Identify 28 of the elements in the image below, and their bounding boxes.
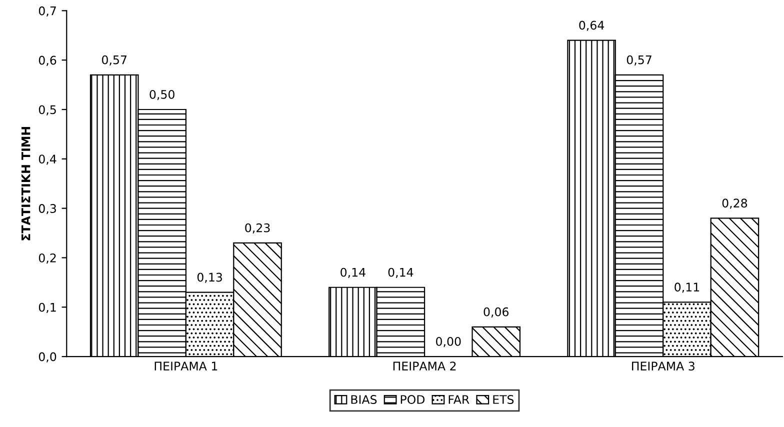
data-label: 0,50: [150, 90, 174, 100]
data-label: 0,57: [626, 55, 652, 66]
data-label: 0,57: [102, 55, 126, 66]
data-label: 0,64: [579, 20, 604, 31]
y-tick-label: 0,7: [38, 6, 56, 17]
legend-label: ETS: [493, 395, 514, 404]
y-tick-label: 0,1: [38, 302, 56, 313]
y-axis-title: ΣΤΑΤΙΣΤΙΚΗ ΤΙΜΗ: [22, 126, 30, 240]
data-label: 0,00: [436, 336, 461, 348]
data-label: 0,28: [722, 198, 748, 209]
x-tick-label: ΠΕΙΡΑΜΑ 2: [393, 362, 456, 370]
legend-label: FAR: [448, 395, 470, 404]
data-label: 0,13: [197, 272, 222, 283]
data-label: 0,06: [484, 307, 509, 318]
y-tick-label: 0,2: [38, 253, 56, 264]
data-label: 0,11: [674, 282, 700, 293]
y-tick-label: 0,5: [38, 105, 56, 116]
x-tick-label: ΠΕΙΡΑΜΑ 3: [632, 362, 694, 371]
y-tick-label: 0,4: [38, 154, 56, 165]
x-tick-label: ΠΕΙΡΑΜΑ 1: [154, 362, 218, 370]
y-tick-label: 0,6: [38, 56, 56, 66]
data-label: 0,14: [388, 268, 414, 278]
y-tick-label: 0,3: [38, 204, 56, 214]
data-label: 0,23: [245, 223, 270, 234]
data-label: 0,14: [340, 268, 366, 278]
legend-label: BIAS: [351, 395, 377, 404]
legend-label: POD: [400, 395, 425, 404]
y-tick-label: 0,0: [38, 352, 56, 362]
